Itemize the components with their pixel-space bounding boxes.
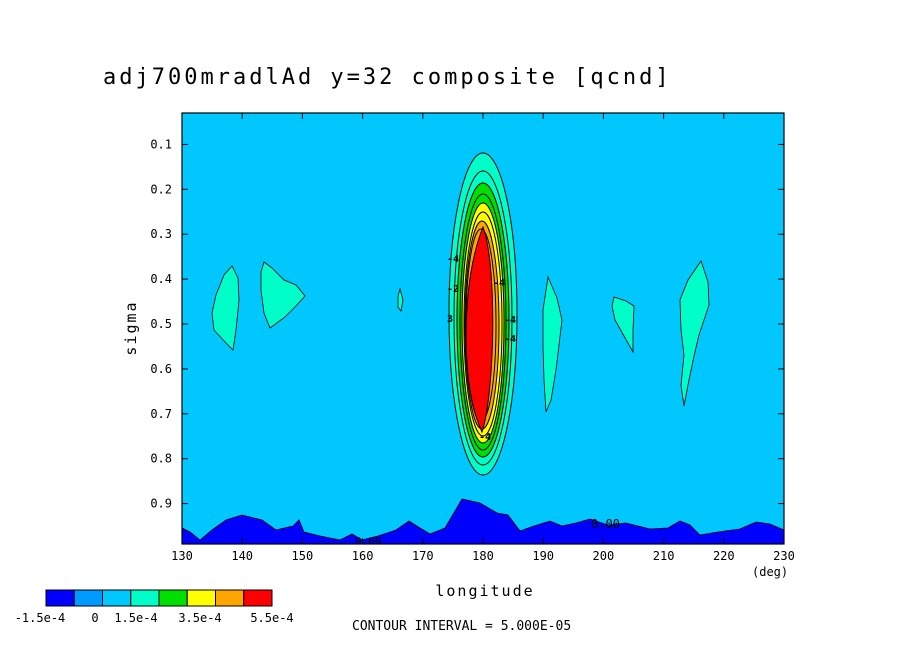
contour-label-zero-1: 0.00: [591, 517, 620, 531]
plot-area: -4 -2 3 -4 -4 -4 -4 0.00 0.00: [182, 113, 784, 548]
x-tick-label: 180: [472, 549, 494, 563]
weak-positive-blob-192: [542, 275, 563, 413]
colorbar-swatch: [73, 589, 103, 607]
y-tick-label: 0.1: [150, 137, 172, 151]
weak-positive-blob-147: [260, 261, 306, 329]
contour-label-zero-2: 0.00: [355, 535, 382, 548]
svg-text:-4: -4: [504, 315, 516, 326]
svg-text:3: 3: [447, 314, 453, 325]
y-tick-label: 0.6: [150, 362, 172, 376]
colorbar: [45, 589, 273, 607]
colorbar-swatch: [215, 589, 245, 607]
x-tick-label: 210: [653, 549, 675, 563]
y-tick-label: 0.8: [150, 452, 172, 466]
negative-band: [182, 498, 784, 544]
x-axis-unit: (deg): [752, 565, 788, 579]
x-tick-label: 140: [231, 549, 253, 563]
contour-interval-text: CONTOUR INTERVAL = 5.000E-05: [352, 619, 571, 634]
svg-text:-4: -4: [504, 334, 516, 345]
x-axis-ticks: 130 140 150 160 170 180 190 200 210 220 230: [171, 113, 795, 563]
colorbar-swatch: [243, 589, 273, 607]
colorbar-label: -1.5e-4: [15, 611, 66, 625]
weak-positive-blob-204: [611, 296, 635, 354]
y-axis-ticks: 0.1 0.2 0.3 0.4 0.5 0.6 0.7 0.8 0.9: [150, 137, 784, 511]
svg-text:-2: -2: [447, 284, 459, 295]
y-tick-label: 0.2: [150, 182, 172, 196]
x-tick-label: 200: [593, 549, 615, 563]
x-tick-label: 220: [713, 549, 735, 563]
contour-max-core: [465, 225, 494, 434]
colorbar-swatch: [158, 589, 188, 607]
colorbar-swatch: [130, 589, 160, 607]
y-tick-label: 0.4: [150, 272, 172, 286]
y-tick-label: 0.9: [150, 497, 172, 511]
colorbar-swatch: [102, 589, 132, 607]
x-tick-label: 190: [532, 549, 554, 563]
y-tick-label: 0.3: [150, 227, 172, 241]
weak-positive-blob-137: [211, 265, 240, 351]
chart-title: adj700mradlAd y=32 composite [qcnd]: [103, 65, 672, 90]
x-tick-label: 160: [352, 549, 374, 563]
y-axis-label: sigma: [122, 300, 140, 355]
colorbar-swatch: [186, 589, 216, 607]
core-contour-labels: -4 -2 3 -4 -4 -4 -4: [447, 254, 516, 443]
weak-positive-blob-166: [397, 287, 404, 312]
colorbar-labels: -1.5e-4 0 1.5e-4 3.5e-4 5.5e-4: [15, 611, 294, 625]
colorbar-label: 1.5e-4: [114, 611, 157, 625]
y-tick-label: 0.7: [150, 407, 172, 421]
weak-positive-blob-216: [679, 260, 710, 407]
x-tick-label: 170: [412, 549, 434, 563]
svg-text:-4: -4: [447, 254, 459, 265]
x-axis-label: longitude: [435, 582, 534, 600]
colorbar-swatch: [45, 589, 75, 607]
colorbar-label: 5.5e-4: [250, 611, 293, 625]
svg-text:-4: -4: [493, 278, 505, 289]
colorbar-label: 3.5e-4: [178, 611, 221, 625]
colorbar-label: 0: [91, 611, 98, 625]
x-tick-label: 150: [292, 549, 314, 563]
x-tick-label: 130: [171, 549, 193, 563]
y-tick-label: 0.5: [150, 317, 172, 331]
x-tick-label: 230: [773, 549, 795, 563]
svg-text:-4: -4: [479, 432, 491, 443]
